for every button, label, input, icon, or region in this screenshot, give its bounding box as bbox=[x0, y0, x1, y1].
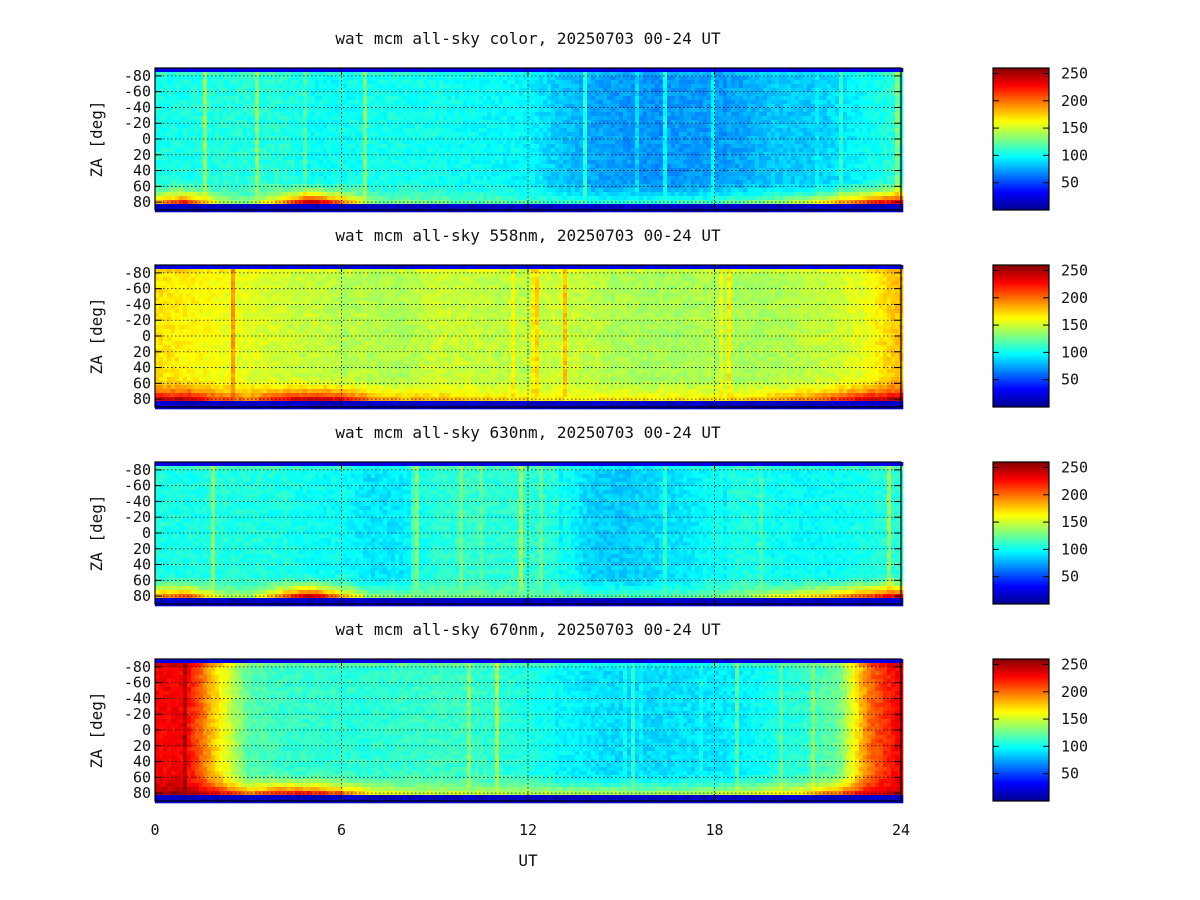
panel-title: wat mcm all-sky 670nm, 20250703 00-24 UT bbox=[335, 620, 721, 639]
panel-1: wat mcm all-sky 558nm, 20250703 00-24 UT… bbox=[87, 226, 1088, 409]
panel-0: wat mcm all-sky color, 20250703 00-24 UT… bbox=[87, 29, 1088, 212]
colorbar: 50 100 150 200 250 bbox=[993, 64, 1088, 210]
colorbar: 50 100 150 200 250 bbox=[993, 458, 1088, 604]
colorbar-tick-label: 200 bbox=[1061, 683, 1088, 701]
x-tick-label: 0 bbox=[150, 821, 159, 839]
colorbar-tick-label: 150 bbox=[1061, 119, 1088, 137]
colorbar-tick-label: 250 bbox=[1061, 458, 1088, 476]
heatmap-image bbox=[155, 659, 903, 803]
heatmap-image bbox=[155, 265, 903, 409]
heatmap-image bbox=[155, 462, 903, 606]
colorbar-tick-label: 250 bbox=[1061, 655, 1088, 673]
colorbar-tick-label: 250 bbox=[1061, 64, 1088, 82]
x-tick-label: 24 bbox=[892, 821, 910, 839]
panel-title: wat mcm all-sky 630nm, 20250703 00-24 UT bbox=[335, 423, 721, 442]
colorbar-tick-label: 200 bbox=[1061, 289, 1088, 307]
colorbar-tick-label: 150 bbox=[1061, 513, 1088, 531]
colorbar-tick-label: 150 bbox=[1061, 316, 1088, 334]
y-axis-label: ZA [deg] bbox=[87, 297, 106, 374]
y-axis-label: ZA [deg] bbox=[87, 100, 106, 177]
x-tick-label: 6 bbox=[337, 821, 346, 839]
colorbar-tick-label: 100 bbox=[1061, 146, 1088, 164]
colorbar-tick-label: 50 bbox=[1061, 371, 1079, 389]
colorbar: 50 100 150 200 250 bbox=[993, 261, 1088, 407]
colorbar-tick-label: 250 bbox=[1061, 261, 1088, 279]
heatmap-image bbox=[155, 68, 903, 212]
y-tick-label: 80 bbox=[133, 390, 151, 408]
colorbar-tick-label: 100 bbox=[1061, 343, 1088, 361]
colorbar: 50 100 150 200 250 bbox=[993, 655, 1088, 801]
panel-2: wat mcm all-sky 630nm, 20250703 00-24 UT… bbox=[87, 423, 1088, 606]
colorbar-tick-label: 200 bbox=[1061, 486, 1088, 504]
colorbar-tick-label: 50 bbox=[1061, 568, 1079, 586]
x-tick-label: 12 bbox=[519, 821, 537, 839]
x-axis-label: UT bbox=[518, 851, 538, 870]
panel-title: wat mcm all-sky color, 20250703 00-24 UT bbox=[335, 29, 721, 48]
y-axis-label: ZA [deg] bbox=[87, 494, 106, 571]
colorbar-tick-label: 50 bbox=[1061, 174, 1079, 192]
x-tick-label: 18 bbox=[705, 821, 723, 839]
colorbar-tick-label: 100 bbox=[1061, 737, 1088, 755]
panel-title: wat mcm all-sky 558nm, 20250703 00-24 UT bbox=[335, 226, 721, 245]
y-tick-label: 80 bbox=[133, 193, 151, 211]
y-tick-label: 80 bbox=[133, 784, 151, 802]
keogram-panels: wat mcm all-sky color, 20250703 00-24 UT… bbox=[87, 29, 1088, 839]
colorbar-tick-label: 200 bbox=[1061, 92, 1088, 110]
y-tick-label: 80 bbox=[133, 587, 151, 605]
y-axis-label: ZA [deg] bbox=[87, 691, 106, 768]
colorbar-tick-label: 100 bbox=[1061, 540, 1088, 558]
colorbar-tick-label: 150 bbox=[1061, 710, 1088, 728]
panel-3: wat mcm all-sky 670nm, 20250703 00-24 UT… bbox=[87, 620, 1088, 839]
colorbar-tick-label: 50 bbox=[1061, 765, 1079, 783]
